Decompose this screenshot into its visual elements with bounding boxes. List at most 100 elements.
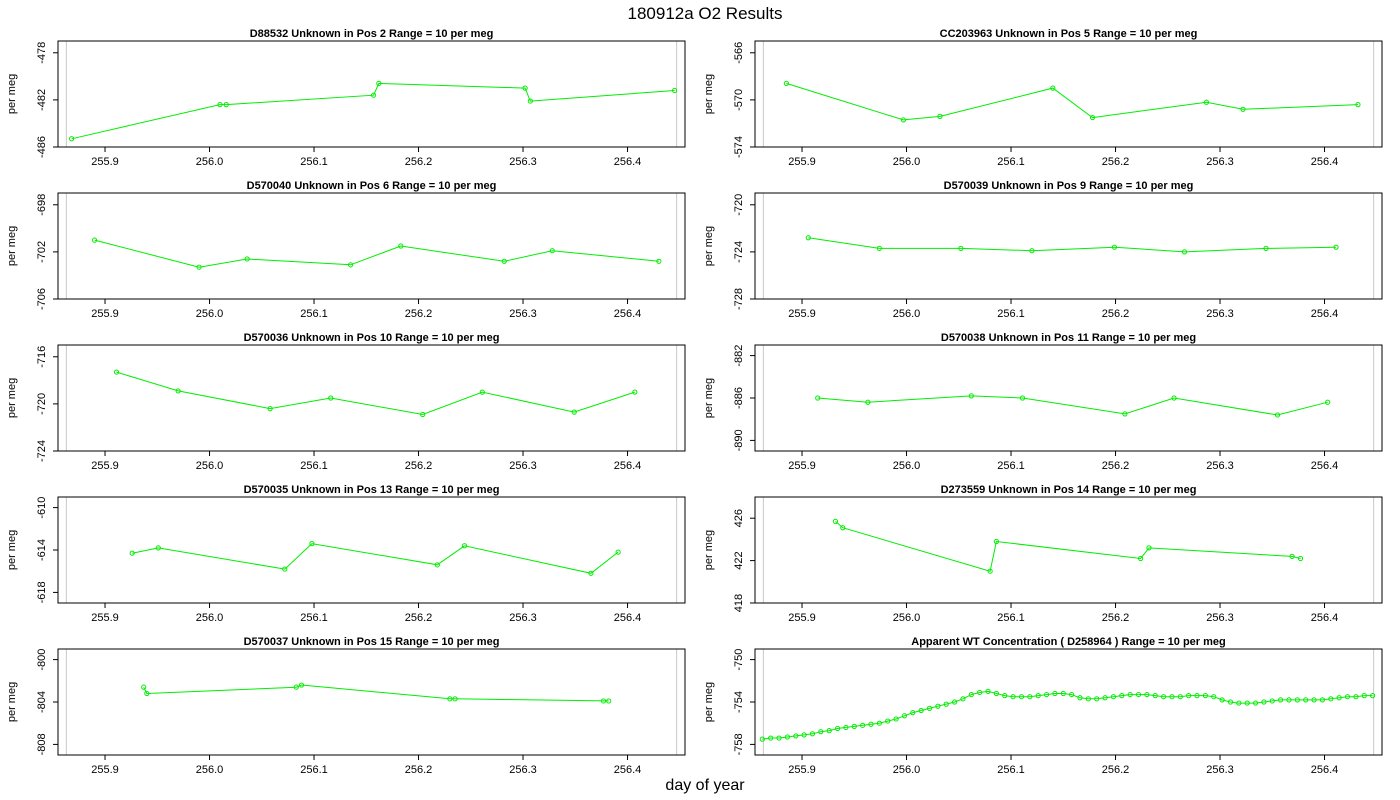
- data-point: [1122, 411, 1128, 417]
- data-point: [1294, 697, 1300, 703]
- data-point: [1325, 399, 1331, 405]
- y-tick-label: 422: [733, 551, 745, 569]
- y-tick-label: -698: [36, 194, 48, 216]
- series-line: [143, 684, 609, 702]
- y-tick-label: -728: [733, 288, 745, 310]
- data-point: [452, 696, 458, 702]
- data-point: [1274, 412, 1281, 418]
- data-point: [522, 85, 528, 91]
- panel-title: D570040 Unknown in Pos 6 Range = 10 per …: [247, 180, 497, 192]
- data-point: [501, 258, 507, 264]
- data-point: [910, 710, 916, 716]
- y-tick-label: -804: [36, 691, 48, 713]
- data-point: [1236, 700, 1242, 706]
- x-tick-label: 256.4: [614, 612, 642, 624]
- y-tick-label: -882: [733, 345, 745, 367]
- series-line: [94, 239, 659, 268]
- panel-9: D570037 Unknown in Pos 15 Range = 10 per…: [6, 636, 686, 776]
- data-point: [1043, 691, 1050, 698]
- data-point: [434, 562, 440, 568]
- y-tick-label: -610: [36, 497, 48, 519]
- x-tick-label: 256.3: [1206, 308, 1234, 320]
- data-point: [793, 733, 799, 739]
- x-tick-label: 256.3: [1206, 460, 1234, 472]
- data-point: [600, 698, 607, 704]
- data-point: [1085, 696, 1091, 702]
- data-point: [1186, 693, 1192, 699]
- data-point: [1177, 694, 1183, 700]
- series-line: [132, 543, 619, 574]
- data-point: [615, 549, 621, 555]
- figure-title: 180912a O2 Results: [628, 4, 783, 23]
- panel-6: D570038 Unknown in Pos 11 Range = 10 per…: [703, 332, 1383, 472]
- x-tick-label: 255.9: [91, 460, 119, 472]
- data-point: [993, 538, 999, 545]
- x-tick-label: 255.9: [91, 156, 119, 168]
- data-point: [1333, 244, 1339, 250]
- data-point: [267, 406, 273, 412]
- data-point: [918, 707, 924, 714]
- plot-frame: [57, 192, 686, 300]
- plot-frame: [57, 40, 686, 148]
- x-tick-label: 256.1: [300, 156, 328, 168]
- data-point: [805, 235, 811, 241]
- x-tick-label: 256.2: [405, 156, 433, 168]
- x-tick-label: 256.4: [1311, 612, 1339, 624]
- data-point: [1227, 699, 1234, 705]
- data-point: [1010, 694, 1016, 700]
- data-point: [370, 92, 377, 98]
- data-point: [606, 698, 612, 704]
- data-point: [1219, 697, 1225, 703]
- data-point: [656, 258, 662, 264]
- data-point: [768, 735, 774, 741]
- data-point: [1202, 693, 1208, 699]
- data-point: [776, 735, 782, 741]
- data-point: [671, 87, 678, 94]
- data-point: [1252, 700, 1259, 706]
- series-line: [762, 690, 1373, 740]
- data-point: [1344, 694, 1351, 700]
- data-point: [977, 689, 983, 696]
- data-point: [1297, 555, 1304, 562]
- y-axis-label: per meg: [6, 74, 18, 114]
- y-tick-label: 418: [733, 594, 745, 612]
- panel-title: D570039 Unknown in Pos 9 Range = 10 per …: [944, 180, 1194, 192]
- y-tick-label: -574: [733, 136, 745, 158]
- data-point: [1303, 697, 1309, 703]
- data-point: [1152, 693, 1158, 699]
- x-tick-label: 255.9: [788, 612, 816, 624]
- data-point: [175, 388, 181, 394]
- x-tick-label: 255.9: [788, 308, 816, 320]
- data-point: [1127, 691, 1133, 698]
- data-point: [1119, 693, 1125, 699]
- y-tick-label: -800: [36, 649, 48, 671]
- x-tick-label: 256.4: [614, 156, 642, 168]
- data-point: [1002, 693, 1008, 699]
- data-point: [1029, 248, 1035, 254]
- data-point: [632, 389, 638, 395]
- y-axis-label: per meg: [703, 74, 715, 114]
- data-point: [1077, 695, 1083, 701]
- data-point: [1171, 395, 1177, 401]
- x-tick-label: 256.2: [405, 308, 433, 320]
- plot-frame: [754, 192, 1383, 300]
- y-tick-label: -706: [36, 288, 48, 310]
- plot-frame: [57, 496, 686, 604]
- x-tick-label: 256.2: [405, 612, 433, 624]
- x-tick-label: 255.9: [91, 308, 119, 320]
- panel-2: CC203963 Unknown in Pos 5 Range = 10 per…: [703, 28, 1383, 168]
- y-tick-label: -566: [733, 42, 745, 64]
- x-tick-label: 256.1: [300, 764, 328, 776]
- data-point: [843, 724, 849, 731]
- data-point: [217, 102, 223, 108]
- data-point: [68, 136, 75, 142]
- x-tick-label: 256.3: [509, 764, 537, 776]
- series-line: [817, 395, 1328, 416]
- y-tick-label: -720: [733, 194, 745, 216]
- data-point: [1018, 694, 1025, 700]
- data-point: [1111, 244, 1118, 250]
- x-tick-label: 256.4: [1311, 156, 1339, 168]
- data-point: [1144, 691, 1150, 698]
- data-point: [298, 682, 305, 688]
- panel-title: D570037 Unknown in Pos 15 Range = 10 per…: [244, 636, 500, 648]
